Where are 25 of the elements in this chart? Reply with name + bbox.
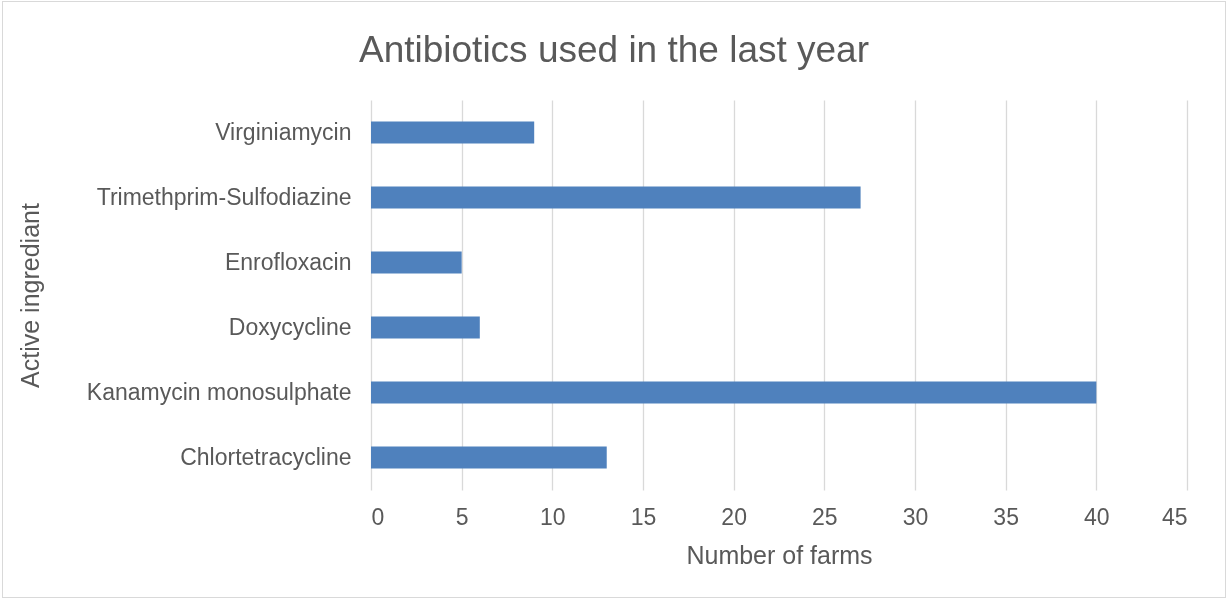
y-axis-title: Active ingrediant (15, 203, 44, 388)
bar (371, 186, 861, 209)
x-tick-label: 5 (455, 503, 469, 530)
y-tick-label: Enrofloxacin (224, 248, 352, 275)
x-axis-title: Number of farms (686, 540, 873, 569)
y-tick-label: Kanamycin monosulphate (86, 378, 352, 405)
x-tick-label: 45 (1161, 503, 1188, 530)
x-tick-label: 35 (993, 503, 1019, 530)
bar (371, 121, 535, 144)
x-tick-label: 20 (721, 503, 747, 530)
x-tick-label: 25 (812, 503, 838, 530)
bar (371, 251, 462, 274)
bar (371, 381, 1097, 404)
y-tick-label: Trimethprim-Sulfodiazine (96, 183, 352, 210)
bar (371, 316, 480, 339)
chart-title: Antibiotics used in the last year (358, 29, 870, 70)
x-tick-label: 30 (902, 503, 929, 530)
x-tick-label: 10 (540, 503, 566, 530)
y-tick-label: Doxycycline (228, 313, 352, 340)
x-tick-label: 40 (1084, 503, 1110, 530)
bar (371, 446, 607, 469)
x-tick-label: 0 (371, 503, 385, 530)
y-tick-label: Chlortetracycline (180, 443, 352, 470)
x-tick-label: 15 (630, 503, 657, 530)
y-tick-label: Virginiamycin (215, 118, 352, 145)
